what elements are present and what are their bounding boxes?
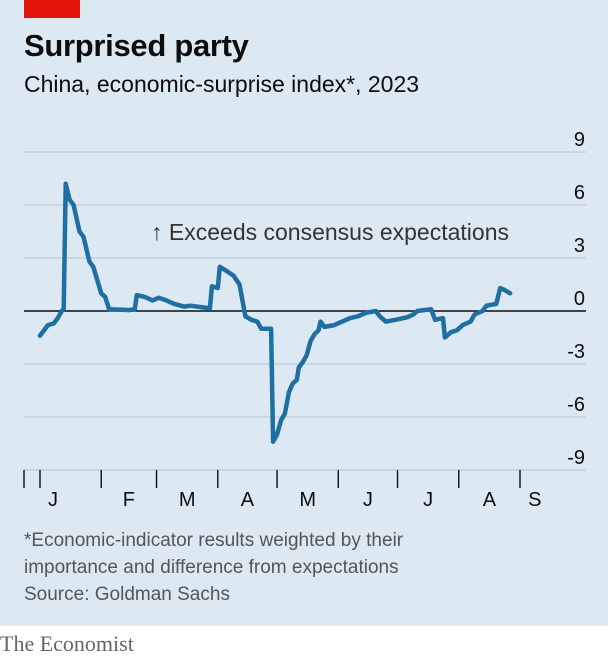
y-tick-label: 0 [574, 288, 585, 310]
chart-title: Surprised party [24, 28, 249, 63]
economist-logo: The Economist [0, 631, 134, 656]
line-chart: 9 6 3 0 -3 -6 -9 J F M A M J J A S ↑ Exceeds consensus e… [23, 129, 586, 511]
y-tick-label: 6 [574, 182, 585, 204]
x-tick-label: M [299, 489, 316, 511]
annotation-exceeds-expectations: ↑ Exceeds consensus expectations [151, 219, 509, 245]
chart-panel [0, 0, 608, 626]
x-tick-label: J [363, 489, 373, 511]
source-note: Source: Goldman Sachs [24, 584, 230, 605]
footnote-line-1: *Economic-indicator results weighted by … [24, 530, 404, 551]
x-tick-label: S [528, 489, 541, 511]
x-tick-label: J [423, 489, 433, 511]
chart-subtitle: China, economic-surprise index*, 2023 [24, 71, 420, 97]
x-tick-label: J [48, 489, 58, 511]
x-tick-label: M [179, 489, 196, 511]
y-tick-label: -3 [567, 341, 585, 363]
footnote-line-2: importance and difference from expectati… [24, 557, 399, 578]
y-tick-label: 3 [574, 235, 585, 257]
y-tick-label: -6 [567, 394, 585, 416]
series-line-0 [37, 181, 513, 444]
brand-red-bar [24, 0, 80, 18]
x-tick-label: A [483, 489, 497, 511]
y-tick-label: -9 [567, 447, 585, 469]
y-tick-label: 9 [574, 129, 585, 151]
footnote: *Economic-indicator results weighted by … [24, 527, 584, 608]
x-tick-label: F [123, 489, 135, 511]
x-tick-label: A [241, 489, 255, 511]
